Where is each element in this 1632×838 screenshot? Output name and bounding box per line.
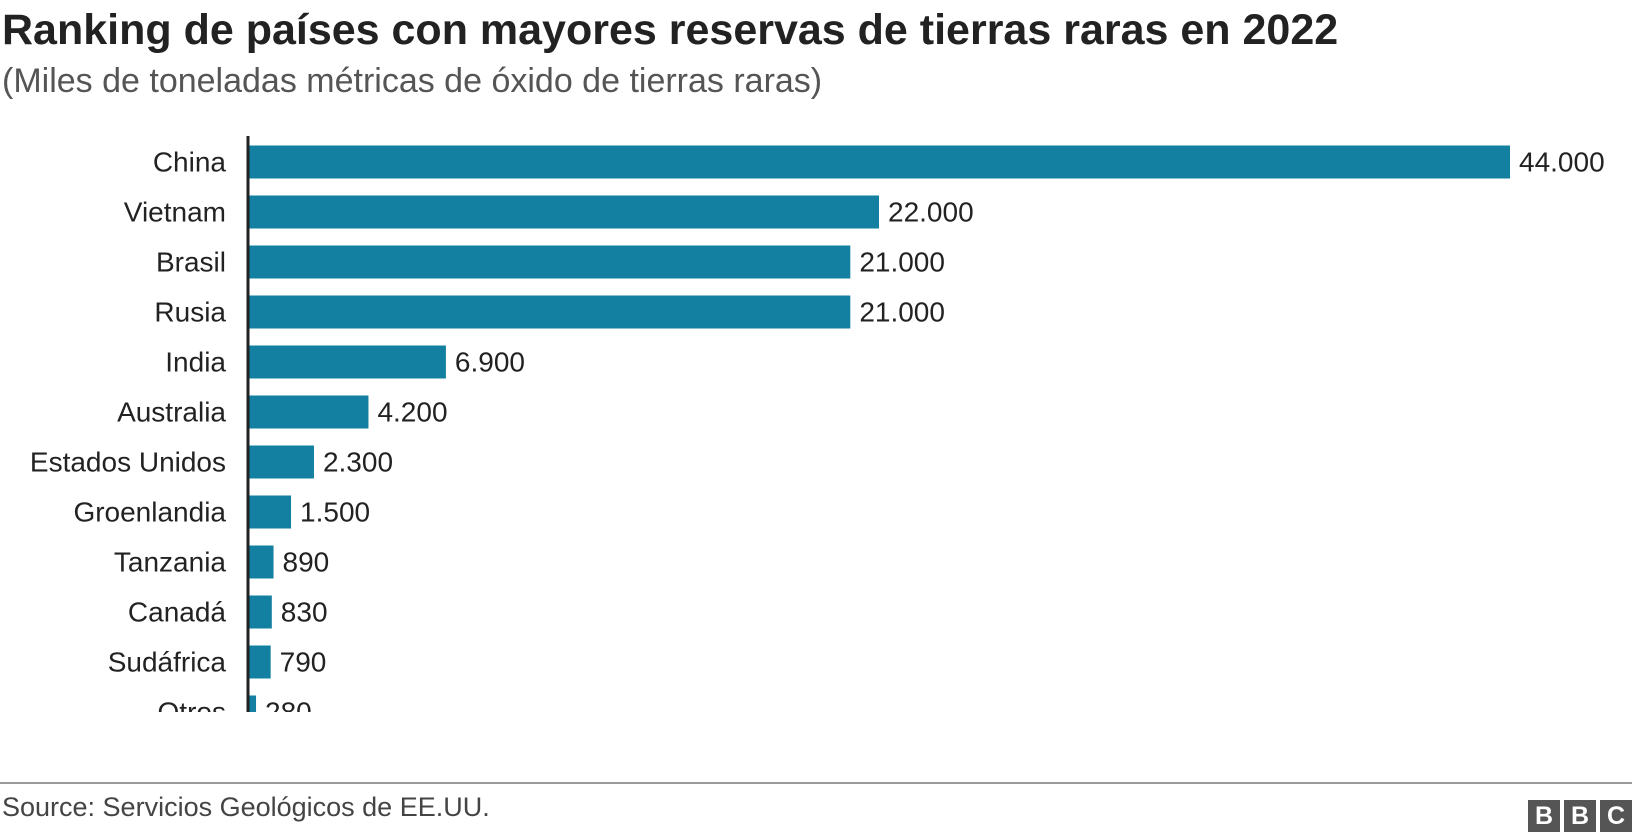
bar [248, 195, 879, 229]
category-label: Vietnam [124, 197, 226, 228]
category-label: Otros [158, 697, 226, 713]
value-label: 890 [283, 547, 330, 578]
category-label: India [165, 347, 226, 378]
value-label: 6.900 [455, 347, 525, 378]
bar [248, 645, 271, 679]
value-label: 280 [265, 697, 312, 713]
value-label: 4.200 [377, 397, 447, 428]
logo-letter: B [1528, 800, 1560, 832]
chart-subtitle: (Miles de toneladas métricas de óxido de… [2, 62, 823, 100]
bar [248, 395, 369, 429]
value-label: 44.000 [1519, 147, 1605, 178]
bar [248, 445, 314, 479]
bar [248, 595, 272, 629]
category-label: Brasil [156, 247, 226, 278]
category-label: Tanzania [114, 547, 227, 578]
bar [248, 295, 851, 329]
bar [248, 345, 446, 379]
value-label: 830 [281, 597, 328, 628]
value-label: 22.000 [888, 197, 974, 228]
category-label: Canadá [128, 597, 227, 628]
bar [248, 245, 851, 279]
bbc-logo: B B C [1528, 800, 1632, 832]
category-label: Sudáfrica [108, 647, 227, 678]
category-label: Australia [117, 397, 226, 428]
bar [248, 145, 1510, 179]
bar-chart: China 44.000 Vietnam 22.000 Brasil 21.000 Rusi… [30, 136, 1605, 713]
category-label: China [153, 147, 227, 178]
logo-letter: C [1600, 800, 1632, 832]
category-label: Groenlandia [73, 497, 226, 528]
bar [248, 695, 257, 712]
source-note: Source: Servicios Geológicos de EE.UU. [2, 792, 490, 822]
value-label: 21.000 [859, 297, 945, 328]
category-label: Estados Unidos [30, 447, 226, 478]
value-label: 2.300 [323, 447, 393, 478]
value-label: 21.000 [859, 247, 945, 278]
chart-title: Ranking de países con mayores reservas d… [2, 6, 1339, 54]
logo-letter: B [1564, 800, 1596, 832]
value-label: 1.500 [300, 497, 370, 528]
value-label: 790 [280, 647, 327, 678]
bar [248, 495, 292, 529]
bar [248, 545, 274, 579]
footer-divider [0, 782, 1632, 784]
category-label: Rusia [154, 297, 226, 328]
